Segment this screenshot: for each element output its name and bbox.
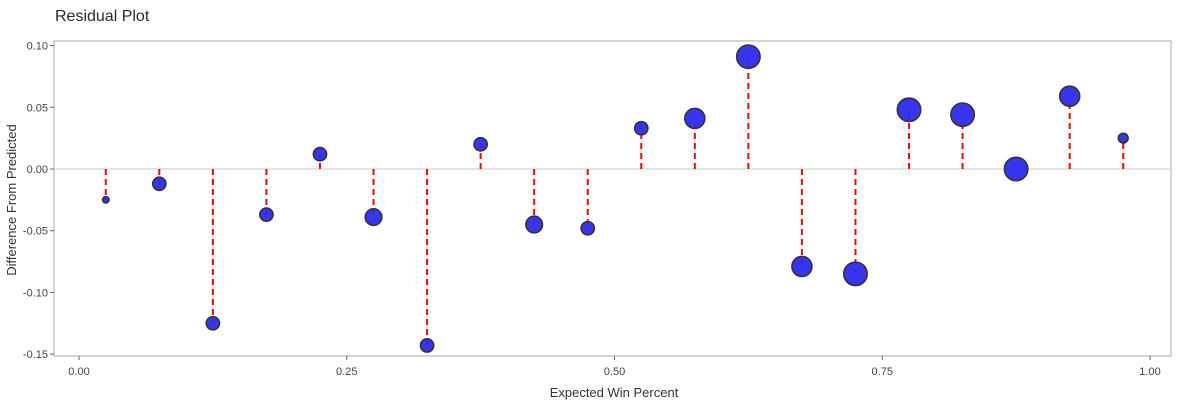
data-point [259,207,274,223]
x-tick-label: 1.00 [1139,366,1160,378]
data-point [580,220,596,236]
x-tick-label: 0.75 [872,366,893,378]
data-point [312,146,328,162]
data-point [473,136,489,152]
y-tick-label: -0.05 [23,226,48,238]
data-point [151,176,167,192]
data-point [1058,85,1081,107]
data-point [205,315,221,331]
y-tick-label: -0.10 [23,287,48,299]
y-axis: -0.15 -0.10 -0.05 0.00 0.05 0.10 [23,41,54,361]
x-axis-label: Expected Win Percent [550,385,679,400]
y-axis-label: Difference From Predicted [4,124,19,276]
data-point [842,261,868,287]
data-point [525,215,544,234]
data-point [791,255,813,278]
y-tick-label: 0.00 [27,164,48,176]
data-point [1003,156,1029,182]
x-tick-label: 0.50 [604,366,625,378]
chart-title: Residual Plot [55,8,150,25]
data-point [684,107,706,130]
data-point [419,338,435,353]
x-tick-label: 0.25 [336,366,357,378]
data-point [101,195,110,204]
data-point [1117,132,1129,144]
data-point [633,120,649,136]
y-tick-label: 0.05 [27,102,48,114]
data-point [950,102,976,128]
x-axis: 0.00 0.25 0.50 0.75 1.00 [68,356,1161,378]
x-tick-label: 0.00 [68,366,89,378]
data-point [364,208,383,227]
data-point [735,44,761,70]
data-point [896,97,922,123]
plot-frame [53,40,1172,357]
data-points [101,44,1129,353]
y-tick-label: 0.10 [27,41,48,53]
y-tick-label: -0.15 [23,349,48,361]
